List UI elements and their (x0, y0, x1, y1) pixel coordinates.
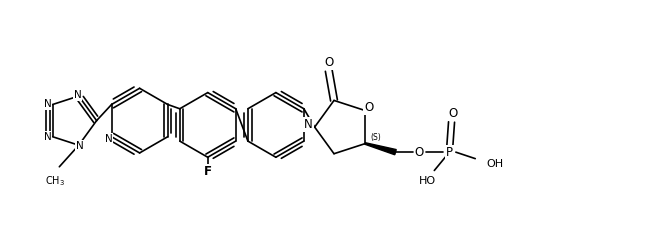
Text: P: P (446, 146, 453, 159)
Text: N: N (304, 118, 312, 132)
Text: F: F (203, 165, 212, 178)
Text: O: O (324, 56, 333, 69)
Text: HO: HO (419, 176, 436, 186)
Text: N: N (44, 99, 52, 109)
Text: CH$_3$: CH$_3$ (45, 174, 65, 188)
Text: N: N (74, 90, 82, 100)
Text: (S): (S) (371, 133, 382, 142)
Text: O: O (415, 146, 424, 159)
Text: O: O (448, 107, 457, 120)
Text: N: N (104, 134, 112, 144)
Polygon shape (365, 143, 396, 155)
Text: O: O (364, 101, 373, 114)
Text: N: N (76, 141, 84, 151)
Text: OH: OH (486, 159, 503, 169)
Text: N: N (44, 132, 52, 142)
